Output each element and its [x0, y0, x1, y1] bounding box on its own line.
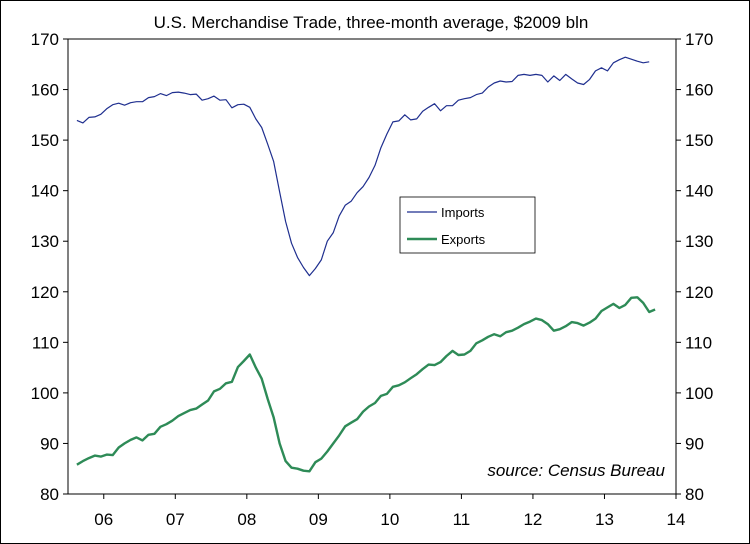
x-tick-label: 06 [94, 510, 113, 529]
x-tick-label: 10 [380, 510, 399, 529]
y-tick-label-right: 160 [685, 81, 713, 100]
series-layer [76, 56, 656, 473]
y-tick-label-right: 90 [685, 434, 704, 453]
y-tick-label-left: 90 [40, 434, 59, 453]
y-tick-label-left: 120 [31, 283, 59, 302]
y-tick-label-right: 150 [685, 131, 713, 150]
x-tick-label: 13 [595, 510, 614, 529]
legend-box [399, 196, 536, 254]
x-tick-label: 07 [166, 510, 185, 529]
y-tick-label-left: 100 [31, 384, 59, 403]
y-tick-label-right: 130 [685, 232, 713, 251]
y-tick-label-right: 140 [685, 182, 713, 201]
legend: Imports Exports [399, 196, 536, 254]
y-tick-label-left: 80 [40, 485, 59, 504]
y-tick-label-right: 120 [685, 283, 713, 302]
x-tick-label: 12 [523, 510, 542, 529]
legend-exports-label: Exports [441, 232, 486, 247]
y-tick-label-left: 160 [31, 81, 59, 100]
series-line-exports [76, 296, 656, 473]
y-tick-label-right: 170 [685, 30, 713, 49]
y-tick-label-left: 150 [31, 131, 59, 150]
y-tick-label-left: 140 [31, 182, 59, 201]
x-tick-label: 09 [309, 510, 328, 529]
axes-layer: 80 80 90 90 100 100 110 110 120 120 130 130 140 140 15… [31, 30, 714, 529]
x-tick-label: 11 [453, 510, 471, 529]
y-tick-label-right: 100 [685, 384, 713, 403]
series-line-imports [76, 56, 650, 277]
source-annotation: source: Census Bureau [487, 461, 665, 480]
y-tick-label-left: 110 [32, 333, 59, 352]
y-tick-label-right: 110 [685, 333, 712, 352]
x-tick-label: 14 [667, 510, 686, 529]
x-tick-label: 08 [237, 510, 256, 529]
y-tick-label-left: 130 [31, 232, 59, 251]
y-tick-label-right: 80 [685, 485, 704, 504]
chart-title: U.S. Merchandise Trade, three-month aver… [154, 13, 589, 32]
y-tick-label-left: 170 [31, 30, 59, 49]
plot-area-border [67, 38, 677, 495]
legend-imports-label: Imports [441, 205, 485, 220]
